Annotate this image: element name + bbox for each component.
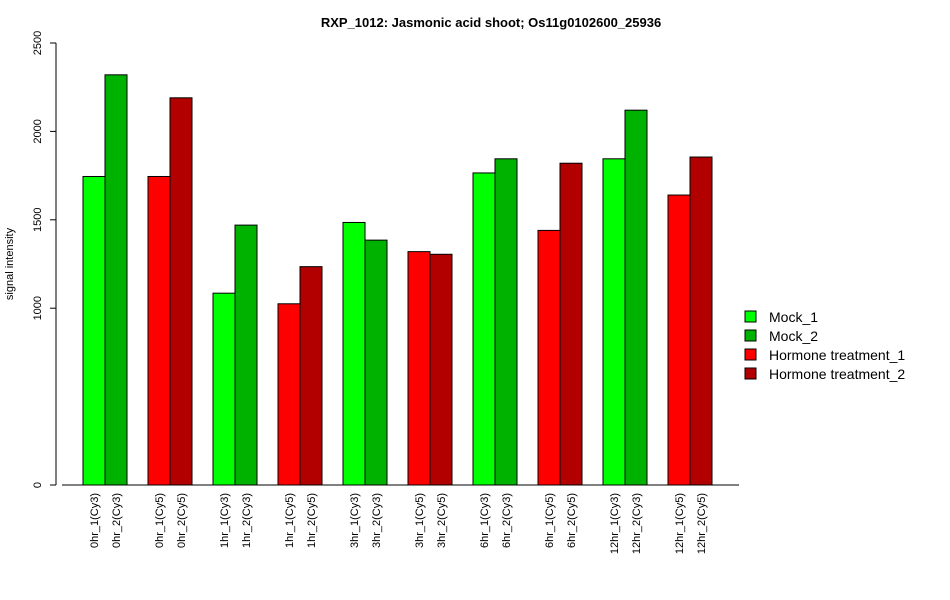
category-labels: 0hr_1(Cy3) 0hr_2(Cy3) 0hr_1(Cy5) 0hr_2(Cy5)…: [89, 493, 708, 554]
x-tick-label: 6hr_1(Cy5): [544, 493, 556, 548]
y-axis-label: signal intensity: [4, 227, 16, 300]
y-tick-label: 2500: [32, 31, 44, 55]
legend-label: Mock_2: [769, 328, 818, 344]
bars-group: [82, 74, 713, 486]
x-tick-label: 0hr_2(Cy5): [176, 493, 188, 548]
x-tick-label: 1hr_2(Cy5): [306, 493, 318, 548]
y-tick-label: 1500: [32, 208, 44, 232]
x-tick-label: 12hr_1(Cy5): [674, 493, 686, 554]
y-tick-label: 0: [32, 482, 44, 488]
legend-swatch: [744, 348, 757, 361]
x-tick-label: 0hr_1(Cy3): [89, 493, 101, 548]
x-tick-label: 0hr_2(Cy3): [111, 493, 123, 548]
x-tick-label: 12hr_1(Cy3): [609, 493, 621, 554]
y-axis: 0 1000 1500 2000 2500: [32, 31, 57, 488]
bar: [147, 175, 171, 486]
x-tick-label: 0hr_1(Cy5): [154, 493, 166, 548]
bar: [407, 251, 431, 486]
bar: [277, 303, 301, 486]
bar: [234, 224, 258, 486]
y-tick-label: 2000: [32, 119, 44, 143]
x-tick-label: 12hr_2(Cy3): [631, 493, 643, 554]
bar: [494, 158, 518, 486]
legend-swatch: [744, 310, 757, 323]
bar: [104, 74, 128, 486]
bar: [299, 266, 323, 486]
x-tick-label: 3hr_2(Cy5): [436, 493, 448, 548]
x-tick-label: 1hr_1(Cy5): [284, 493, 296, 548]
legend: Mock_1 Mock_2 Hormone treatment_1 Hormone t…: [744, 309, 905, 382]
bar: [602, 158, 626, 486]
bar: [537, 229, 561, 486]
bar: [559, 162, 583, 486]
x-tick-label: 1hr_1(Cy3): [219, 493, 231, 548]
legend-label: Mock_1: [769, 309, 818, 325]
bar: [342, 221, 366, 486]
bar: [364, 239, 388, 486]
bar: [82, 175, 106, 486]
x-tick-label: 1hr_2(Cy3): [241, 493, 253, 548]
bar: [689, 156, 713, 486]
legend-swatch: [744, 329, 757, 342]
bar: [624, 109, 648, 486]
bar: [667, 194, 691, 486]
legend-swatch: [744, 367, 757, 380]
bar: [472, 172, 496, 486]
x-tick-label: 3hr_1(Cy3): [349, 493, 361, 548]
x-tick-label: 6hr_2(Cy3): [501, 493, 513, 548]
bar: [169, 97, 193, 486]
bar: [212, 292, 236, 486]
legend-label: Hormone treatment_2: [769, 366, 905, 382]
x-tick-label: 12hr_2(Cy5): [696, 493, 708, 554]
y-tick-label: 1000: [32, 296, 44, 320]
bar: [429, 253, 453, 486]
x-tick-label: 3hr_2(Cy3): [371, 493, 383, 548]
x-tick-label: 3hr_1(Cy5): [414, 493, 426, 548]
chart-title: RXP_1012: Jasmonic acid shoot; Os11g0102…: [321, 15, 661, 30]
legend-label: Hormone treatment_1: [769, 347, 905, 363]
x-tick-label: 6hr_2(Cy5): [566, 493, 578, 548]
x-tick-label: 6hr_1(Cy3): [479, 493, 491, 548]
